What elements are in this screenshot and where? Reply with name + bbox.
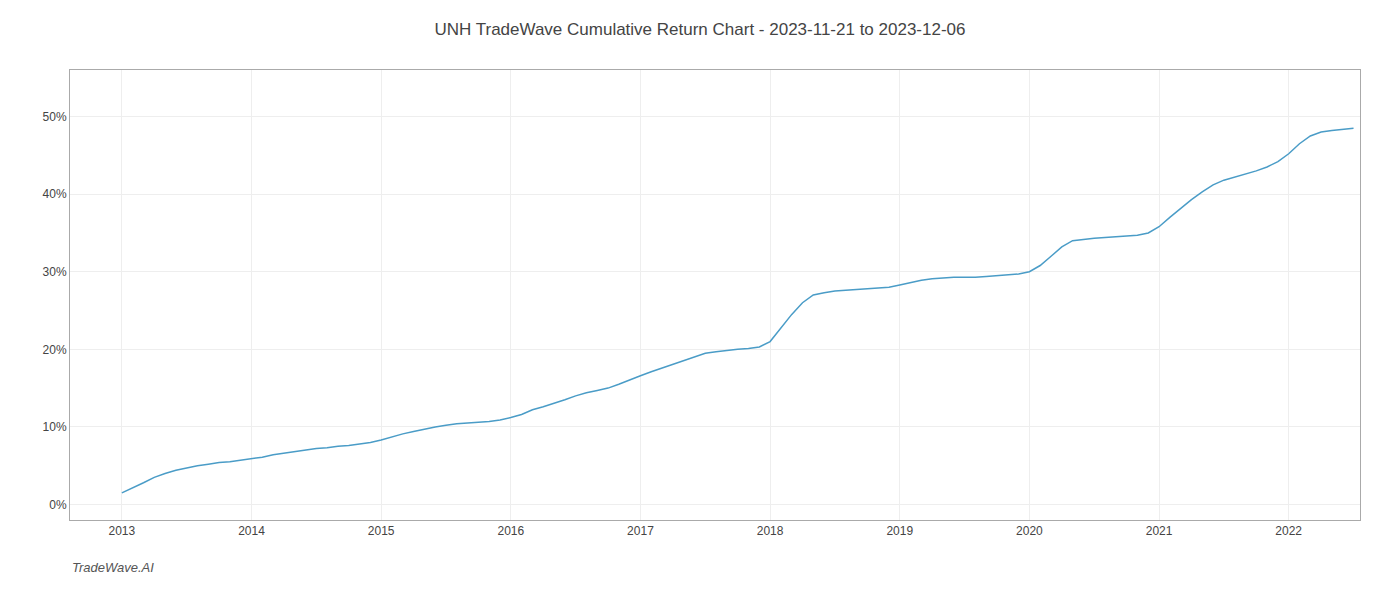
svg-text:40%: 40% (43, 187, 67, 201)
svg-text:2017: 2017 (627, 524, 654, 538)
svg-text:10%: 10% (43, 420, 67, 434)
svg-text:2014: 2014 (238, 524, 265, 538)
svg-text:2021: 2021 (1146, 524, 1173, 538)
svg-text:2020: 2020 (1016, 524, 1043, 538)
svg-text:2018: 2018 (757, 524, 784, 538)
svg-text:2022: 2022 (1275, 524, 1302, 538)
svg-text:UNH TradeWave Cumulative Retur: UNH TradeWave Cumulative Return Chart - … (434, 20, 965, 39)
svg-text:30%: 30% (43, 265, 67, 279)
svg-text:50%: 50% (43, 110, 67, 124)
svg-text:0%: 0% (49, 498, 67, 512)
svg-text:2019: 2019 (886, 524, 913, 538)
svg-text:2013: 2013 (109, 524, 136, 538)
svg-text:TradeWave.AI: TradeWave.AI (72, 560, 154, 575)
svg-text:20%: 20% (43, 343, 67, 357)
svg-text:2016: 2016 (497, 524, 524, 538)
svg-text:2015: 2015 (368, 524, 395, 538)
